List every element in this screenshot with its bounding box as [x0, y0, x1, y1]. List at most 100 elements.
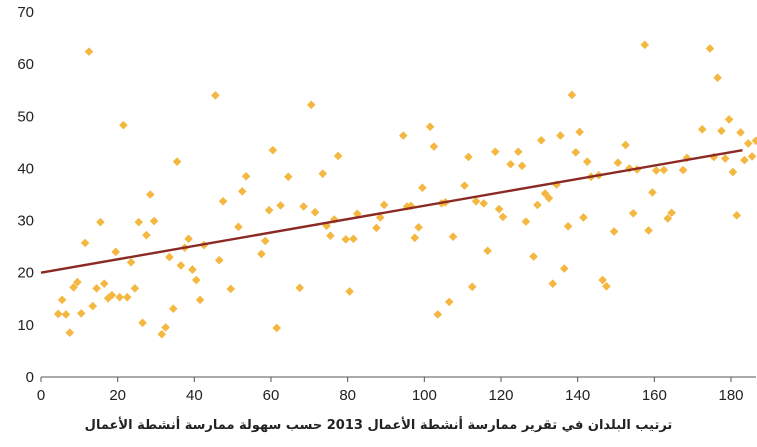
data-point: [398, 131, 408, 140]
data-point: [644, 226, 653, 235]
trendline: [40, 148, 743, 274]
data-point: [425, 122, 435, 132]
y-tick-label: 10: [17, 317, 34, 334]
x-tick-label: 40: [186, 387, 203, 404]
data-point: [667, 208, 676, 218]
data-point: [444, 297, 454, 307]
data-point: [464, 152, 473, 162]
data-point: [195, 295, 205, 305]
data-point: [234, 222, 243, 232]
data-point: [149, 216, 159, 226]
data-point: [414, 223, 423, 232]
data-point: [717, 126, 726, 136]
data-point: [736, 128, 745, 137]
data-point: [272, 323, 282, 333]
data-point: [134, 217, 144, 227]
data-point: [494, 204, 504, 214]
data-point: [613, 158, 623, 167]
data-point: [433, 310, 443, 319]
data-point: [602, 281, 611, 291]
data-point: [65, 328, 75, 337]
data-point: [628, 208, 638, 218]
data-point: [99, 279, 109, 288]
data-point: [372, 223, 381, 233]
data-point: [678, 165, 688, 175]
data-point: [306, 100, 316, 110]
x-tick-label: 140: [565, 387, 590, 404]
data-point: [506, 159, 515, 169]
data-point: [640, 40, 650, 50]
data-point: [341, 235, 351, 244]
data-point: [260, 236, 270, 246]
data-point: [609, 227, 619, 236]
data-point: [211, 91, 220, 100]
data-point: [299, 202, 308, 211]
x-tick-label: 0: [37, 387, 45, 404]
data-point: [214, 255, 224, 265]
x-tick-labels: 0 20 40 60 80 100 120 140 160 180: [37, 387, 744, 404]
x-tick-label: 180: [718, 387, 743, 404]
data-point: [648, 188, 657, 197]
data-point: [142, 230, 151, 240]
data-point: [157, 329, 167, 339]
data-point: [76, 309, 86, 318]
data-point: [471, 196, 481, 206]
data-point: [218, 196, 228, 206]
data-point: [621, 140, 630, 150]
data-point: [53, 309, 63, 319]
data-point: [345, 287, 354, 296]
data-point: [567, 90, 577, 100]
x-tick-marks: [40, 377, 732, 382]
data-point: [513, 147, 523, 157]
data-point: [237, 187, 247, 196]
data-point: [713, 73, 722, 82]
data-point: [107, 290, 117, 300]
data-point: [318, 169, 328, 178]
data-point: [226, 284, 236, 294]
x-axis-label: ترتيب البلدان في تقرير ممارسة أنشطة الأع…: [84, 418, 673, 433]
data-point: [418, 183, 427, 193]
data-point: [333, 151, 343, 161]
data-point: [724, 115, 734, 124]
data-point: [191, 275, 201, 285]
data-point: [283, 172, 293, 182]
data-point: [145, 190, 155, 199]
data-point: [751, 136, 757, 146]
y-tick-label: 20: [17, 265, 34, 282]
y-tick-label: 0: [26, 369, 34, 386]
data-point: [111, 247, 121, 257]
data-point: [563, 222, 573, 231]
data-point: [84, 47, 94, 56]
data-point: [184, 234, 193, 244]
data-point: [295, 283, 305, 293]
x-tick-label: 80: [339, 387, 356, 404]
data-point: [517, 161, 527, 171]
data-point: [165, 252, 174, 262]
data-point: [490, 147, 500, 157]
data-points: [53, 40, 757, 339]
data-point: [429, 142, 439, 151]
data-point: [264, 205, 274, 215]
plot-area: [40, 40, 757, 382]
data-point: [540, 189, 550, 198]
data-point: [533, 200, 542, 210]
x-tick-label: 160: [642, 387, 667, 404]
data-point: [57, 295, 67, 305]
y-tick-label: 70: [17, 4, 34, 21]
data-point: [126, 257, 136, 267]
y-tick-label: 40: [17, 160, 34, 177]
data-point: [448, 232, 458, 242]
data-point: [579, 213, 588, 222]
data-point: [740, 155, 749, 165]
data-point: [69, 283, 78, 292]
data-point: [483, 246, 492, 256]
data-point: [705, 44, 715, 53]
data-point: [529, 252, 538, 261]
data-point: [498, 212, 508, 222]
data-point: [659, 165, 669, 175]
data-point: [122, 292, 132, 302]
data-point: [598, 275, 607, 285]
y-tick-label: 50: [17, 108, 34, 125]
data-point: [536, 135, 546, 145]
